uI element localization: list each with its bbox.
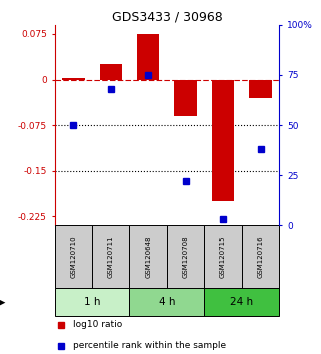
FancyBboxPatch shape [129, 225, 167, 288]
Text: GSM120648: GSM120648 [145, 235, 151, 278]
Bar [212, 80, 234, 201]
FancyBboxPatch shape [92, 225, 129, 288]
FancyBboxPatch shape [204, 225, 242, 288]
Bar [100, 64, 122, 80]
FancyBboxPatch shape [167, 225, 204, 288]
Text: time ▶: time ▶ [0, 298, 5, 307]
Text: GSM120708: GSM120708 [183, 235, 189, 278]
Text: percentile rank within the sample: percentile rank within the sample [73, 341, 226, 350]
Title: GDS3433 / 30968: GDS3433 / 30968 [111, 11, 222, 24]
Text: GSM120711: GSM120711 [108, 235, 114, 278]
FancyBboxPatch shape [242, 225, 279, 288]
Bar [62, 78, 84, 80]
Bar [137, 34, 160, 80]
Text: 1 h: 1 h [84, 297, 100, 307]
FancyBboxPatch shape [129, 288, 204, 316]
Text: GSM120716: GSM120716 [257, 235, 264, 278]
Text: GSM120715: GSM120715 [220, 235, 226, 278]
Text: 24 h: 24 h [230, 297, 253, 307]
Bar [249, 80, 272, 98]
FancyBboxPatch shape [204, 288, 279, 316]
FancyBboxPatch shape [55, 225, 92, 288]
Bar [174, 80, 197, 116]
Text: log10 ratio: log10 ratio [73, 320, 122, 329]
Text: 4 h: 4 h [159, 297, 175, 307]
Text: GSM120710: GSM120710 [70, 235, 76, 278]
FancyBboxPatch shape [55, 288, 129, 316]
